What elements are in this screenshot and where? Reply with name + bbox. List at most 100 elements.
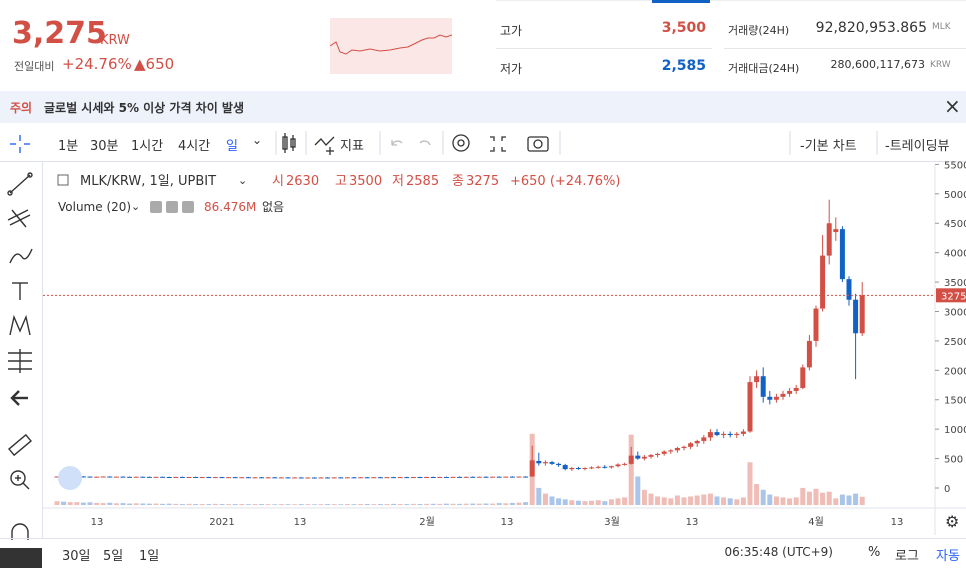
volume-bar xyxy=(833,498,839,505)
volume-bar xyxy=(87,502,93,505)
range-button[interactable]: 1일 xyxy=(139,549,160,564)
volume-bar xyxy=(193,504,199,505)
volume-bar xyxy=(351,504,357,505)
volume-bar xyxy=(839,494,845,505)
candle-body xyxy=(681,446,687,448)
y-tick-label: 4000 xyxy=(944,249,966,260)
stat-label: 거래대금(24H) xyxy=(728,62,800,75)
magnet-tool[interactable] xyxy=(11,523,29,540)
scale-button[interactable]: 로그 xyxy=(895,549,919,564)
volume-bar xyxy=(714,496,720,505)
volume-bar xyxy=(54,501,60,505)
candle-body xyxy=(219,477,225,479)
chart-mode-button[interactable]: -기본 차트 xyxy=(800,139,857,154)
volume-bar xyxy=(404,504,410,505)
volume-bar xyxy=(562,499,568,505)
volume-bar xyxy=(232,504,238,505)
interval-button[interactable]: 1분 xyxy=(58,139,79,154)
ohlc-label: 저 xyxy=(392,174,404,189)
candle-body xyxy=(120,476,126,478)
volume-bar xyxy=(727,498,733,505)
candle-body xyxy=(206,477,212,479)
chart-mode-button[interactable]: -트레이딩뷰 xyxy=(885,139,950,154)
volume-bar xyxy=(688,496,694,505)
crosshair-tool[interactable] xyxy=(10,135,30,153)
volume-bar xyxy=(305,504,311,505)
pattern-tool[interactable] xyxy=(9,314,31,336)
scale-button[interactable]: 자동 xyxy=(936,549,960,564)
candle-body xyxy=(265,477,271,479)
volume-bar xyxy=(476,503,482,505)
candle-body xyxy=(694,440,700,444)
ohlc-label: 고 xyxy=(335,174,347,189)
volume-bar xyxy=(358,504,364,505)
close-button[interactable]: × xyxy=(944,94,961,118)
trendline-tool[interactable] xyxy=(7,172,33,196)
zoom-tool[interactable] xyxy=(10,470,30,490)
volume-bar xyxy=(463,503,469,505)
candle-body xyxy=(153,476,159,478)
x-tick-label: 2021 xyxy=(209,517,234,528)
candle-body xyxy=(457,476,463,478)
y-tick-label: 3500 xyxy=(944,278,966,289)
range-button[interactable]: 30일 xyxy=(62,549,91,564)
candle-body xyxy=(338,477,344,479)
volume-icon xyxy=(182,201,194,213)
interval-button[interactable]: 4시간 xyxy=(178,139,211,154)
volume-bar xyxy=(292,504,298,505)
volume-bar xyxy=(496,503,502,505)
ohlc-value: 3275 xyxy=(466,174,499,189)
prediction-tool[interactable] xyxy=(8,349,32,373)
fib-tool[interactable] xyxy=(7,209,31,228)
volume-bar xyxy=(820,492,826,505)
candle-body xyxy=(740,431,746,434)
candle-body xyxy=(846,279,852,300)
candle-body xyxy=(331,477,337,479)
volume-bar xyxy=(556,498,562,505)
volume-bar xyxy=(417,503,423,505)
candle-body xyxy=(483,476,489,478)
volume-bar xyxy=(787,498,793,505)
volume-bar xyxy=(430,503,436,505)
x-tick-label: 13 xyxy=(891,517,904,528)
candle-body xyxy=(641,456,647,459)
candle-body xyxy=(476,476,482,478)
candle-body xyxy=(727,433,733,436)
candle-body xyxy=(272,477,278,479)
candle-body xyxy=(450,476,456,478)
ruler-tool[interactable] xyxy=(8,433,32,457)
interval-button[interactable]: 일 xyxy=(226,139,238,154)
candle-body xyxy=(140,476,146,478)
interval-button[interactable]: 30분 xyxy=(90,139,119,154)
candle-body xyxy=(344,477,350,479)
volume-bar xyxy=(239,503,245,505)
stat-label: 저가 xyxy=(500,62,523,76)
back-tool[interactable] xyxy=(10,390,28,406)
volume-bar xyxy=(589,500,595,505)
candle-body xyxy=(536,460,542,464)
text-tool[interactable] xyxy=(12,282,28,300)
candle-body xyxy=(767,396,773,400)
volume-bar xyxy=(140,503,146,505)
interval-dropdown[interactable]: ⌄ xyxy=(252,133,263,147)
volume-bar xyxy=(661,497,667,505)
candle-body xyxy=(648,455,654,457)
indicator-button[interactable]: 지표 xyxy=(340,139,364,154)
candle-body xyxy=(391,477,397,479)
interval-button[interactable]: 1시간 xyxy=(131,139,164,154)
candle-body xyxy=(635,455,641,459)
candle-body xyxy=(245,477,251,479)
volume-bar xyxy=(800,487,806,505)
scale-button[interactable]: % xyxy=(868,545,881,560)
volume-bar xyxy=(364,503,370,505)
brush-tool[interactable] xyxy=(9,248,33,264)
volume-bar xyxy=(628,434,634,505)
volume-bar xyxy=(107,502,113,505)
volume-bar xyxy=(542,493,548,505)
range-button[interactable]: 5일 xyxy=(103,549,124,564)
logo xyxy=(58,466,82,490)
candle-body xyxy=(54,476,60,478)
volume-bar xyxy=(549,496,555,505)
volume-bar xyxy=(490,503,496,505)
